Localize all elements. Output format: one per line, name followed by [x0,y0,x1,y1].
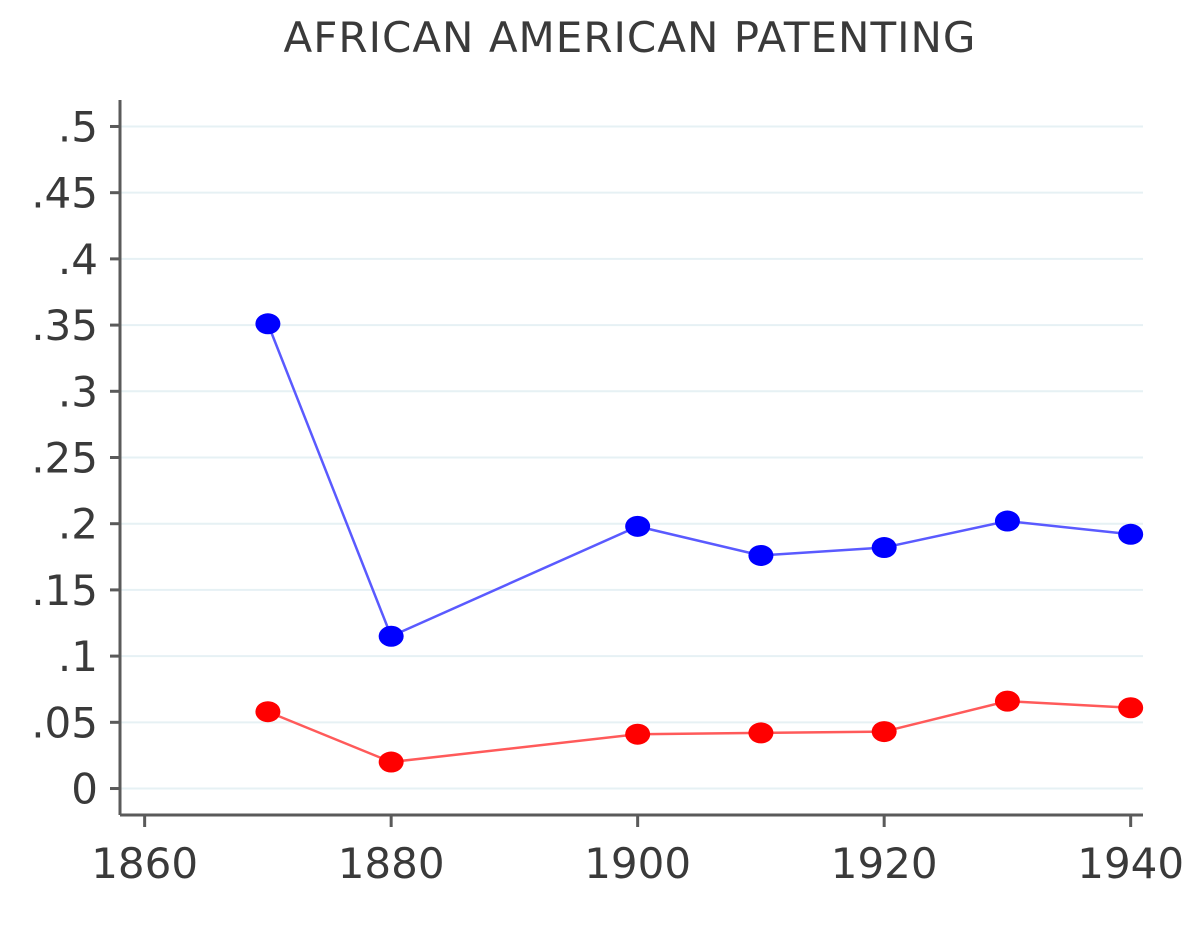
y-tick-label: .35 [31,301,98,350]
y-tick-label: .25 [31,434,98,483]
data-point [378,625,404,647]
data-point [748,544,774,566]
y-tick-label: .2 [58,500,98,549]
x-tick-label: 1860 [91,839,198,888]
y-tick-label: .5 [58,102,98,151]
data-point [994,510,1020,532]
y-tick-label: .05 [31,698,98,747]
series-layer [255,313,1144,773]
y-tick-label: .15 [31,566,98,615]
data-point [625,515,651,537]
data-point [1118,523,1144,545]
y-tick-label: .1 [58,632,98,681]
data-point [625,723,651,745]
axes: 0 .05 .1 .15 .2 .25 .3 .35 .4 .45 .5 1860 1880 1900 19… [31,100,1184,888]
y-tick-label: .4 [58,235,98,284]
data-point [871,721,897,743]
y-tick-label: .3 [58,367,98,416]
y-tick-label: 0 [71,765,98,814]
x-tick-label: 1900 [584,839,691,888]
y-tick-label: .45 [31,169,98,218]
x-tick-label: 1940 [1077,839,1184,888]
series-2 [255,690,1144,773]
chart-title: AFRICAN AMERICAN PATENTING [284,13,977,62]
x-tick-label: 1880 [338,839,445,888]
series-1 [255,313,1144,647]
data-point [994,690,1020,712]
data-point [255,313,281,335]
data-point [1118,697,1144,719]
data-point [871,537,897,559]
series-line [267,699,1131,764]
data-point [255,701,281,723]
gridlines [120,125,1143,790]
data-point [748,722,774,744]
data-point [378,751,404,773]
x-tick-label: 1920 [831,839,938,888]
